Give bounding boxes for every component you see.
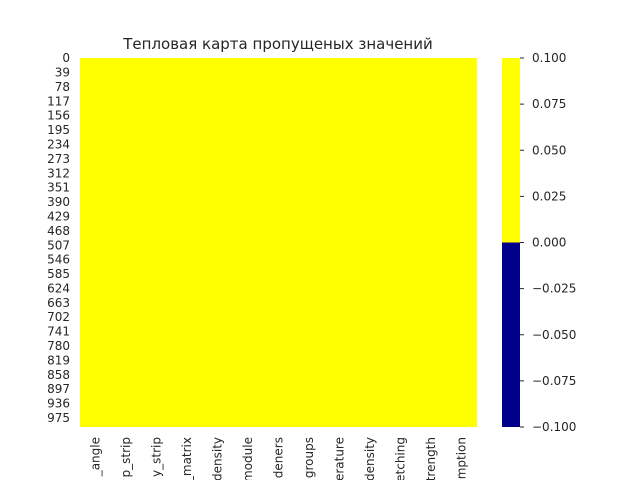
y-tick-label: 702 <box>47 310 70 324</box>
x-tick-label: trength <box>424 437 438 480</box>
y-tick-label: 117 <box>47 94 70 108</box>
x-tick-label: mption <box>455 437 469 479</box>
colorbar-tick-label: −0.100 <box>532 420 576 434</box>
y-tick-label: 546 <box>47 253 70 267</box>
colorbar-tick-label: 0.075 <box>532 97 566 111</box>
y-tick-label: 195 <box>47 123 70 137</box>
y-tick-label: 156 <box>47 109 70 123</box>
colorbar: 0.100 0.075 0.050 0.025 0.000 −0.025 −0.050 −0.… <box>502 51 576 434</box>
x-tick-label: density <box>363 437 377 480</box>
y-tick-label: 429 <box>47 209 70 223</box>
colorbar-upper-segment <box>502 58 520 243</box>
colorbar-tick-label: 0.025 <box>532 189 566 203</box>
y-tick-label: 0 <box>62 51 70 65</box>
y-tick-label: 663 <box>47 296 70 310</box>
heatmap-area <box>80 58 477 427</box>
y-tick-label: 78 <box>55 80 70 94</box>
colorbar-tick-label: −0.050 <box>532 328 576 342</box>
x-tick-label: deners <box>272 437 286 478</box>
y-tick-label: 585 <box>47 267 70 281</box>
y-tick-label: 936 <box>47 397 70 411</box>
x-tick-label: density <box>210 437 224 480</box>
y-tick-label: 858 <box>47 368 70 382</box>
y-tick-label: 624 <box>47 281 70 295</box>
colorbar-tick-label: 0.100 <box>532 51 566 65</box>
y-tick-label: 780 <box>47 339 70 353</box>
colorbar-tick-label: 0.050 <box>532 143 566 157</box>
y-tick-label: 468 <box>47 224 70 238</box>
y-tick-label: 819 <box>47 353 70 367</box>
colorbar-lower-segment <box>502 242 520 427</box>
y-tick-label: 975 <box>47 411 70 425</box>
x-tick-label: _matrix <box>180 437 194 480</box>
x-tick-label: y_strip <box>149 437 163 477</box>
y-tick-label: 741 <box>47 325 70 339</box>
y-tick-label: 273 <box>47 152 70 166</box>
x-tick-label: erature <box>333 437 347 480</box>
x-tick-label: groups <box>302 437 316 478</box>
y-tick-labels: 0397811715619523427331235139042946850754… <box>47 51 70 425</box>
y-tick-label: 39 <box>55 66 70 80</box>
y-tick-label: 351 <box>47 181 70 195</box>
y-tick-label: 312 <box>47 166 70 180</box>
y-tick-label: 897 <box>47 382 70 396</box>
x-tick-label: module <box>241 437 255 480</box>
colorbar-tick-label: 0.000 <box>532 236 566 250</box>
x-tick-label: etching <box>394 437 408 480</box>
x-tick-label: _angle <box>88 437 102 477</box>
y-tick-label: 390 <box>47 195 70 209</box>
colorbar-tick-label: −0.025 <box>532 282 576 296</box>
y-tick-label: 234 <box>47 138 70 152</box>
y-tick-label: 507 <box>47 238 70 252</box>
x-tick-label: p_strip <box>119 437 133 477</box>
x-tick-labels: _angle p_strip y_strip _matrix density module… <box>88 437 468 480</box>
chart-title: Тепловая карта пропущеных значений <box>122 35 432 53</box>
colorbar-tick-label: −0.075 <box>532 374 576 388</box>
